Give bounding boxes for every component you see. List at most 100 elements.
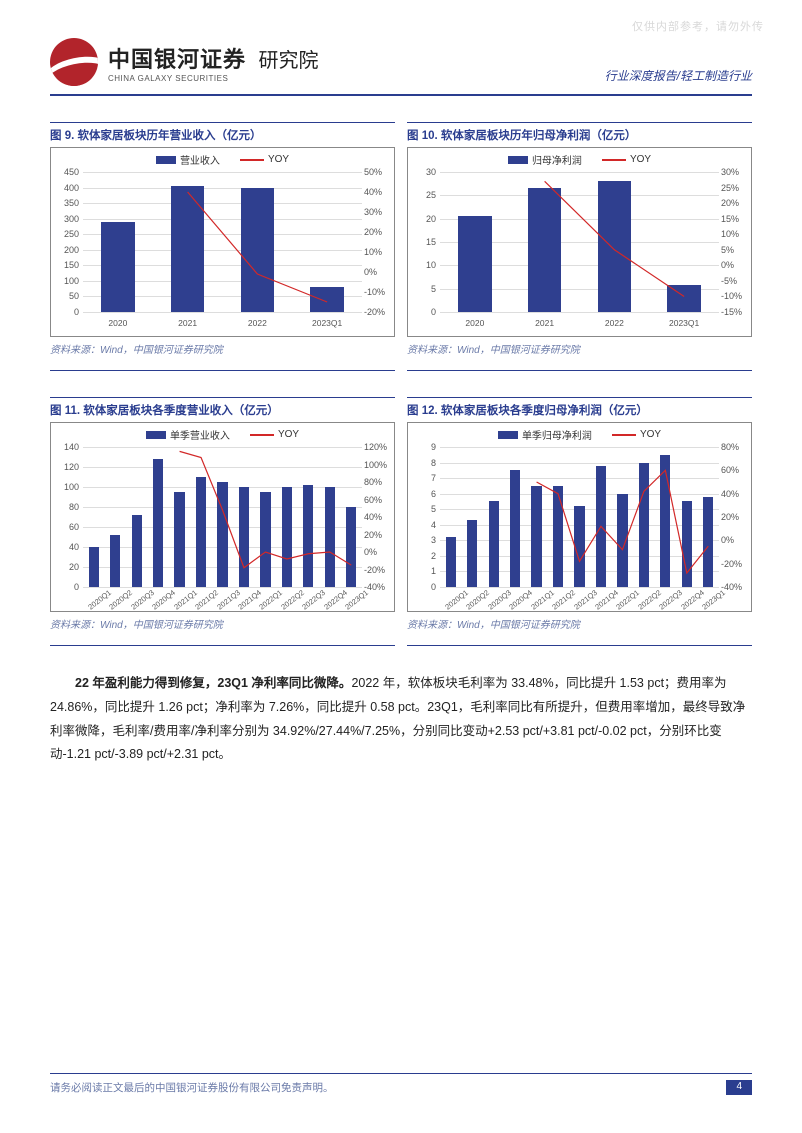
y-left-label: 0 <box>55 582 79 592</box>
y-left-label: 3 <box>412 535 436 545</box>
y-left-label: 7 <box>412 473 436 483</box>
y-right-label: 5% <box>721 245 751 255</box>
y-left-label: 450 <box>55 167 79 177</box>
breadcrumb: 行业深度报告/轻工制造行业 <box>605 67 752 84</box>
y-left-label: 100 <box>55 482 79 492</box>
chart-box: 单季营业收入YOY020406080100120140-40%-20%0%20%… <box>50 422 395 612</box>
y-left-label: 9 <box>412 442 436 452</box>
page-header: 中国银河证券 研究院 CHINA GALAXY SECURITIES 行业深度报… <box>0 0 802 94</box>
y-right-label: -15% <box>721 307 751 317</box>
chart-source: 资料来源：Wind，中国银河证券研究院 <box>50 612 395 646</box>
chart-row-2: 图 11. 软体家居板块各季度营业收入（亿元）单季营业收入YOY02040608… <box>50 397 752 668</box>
y-left-label: 250 <box>55 229 79 239</box>
x-label: 2021 <box>535 318 554 328</box>
y-left-label: 15 <box>412 237 436 247</box>
legend-bar: 归母净利润 <box>508 152 582 167</box>
y-left-label: 1 <box>412 566 436 576</box>
y-right-label: 20% <box>364 530 394 540</box>
y-left-label: 2 <box>412 551 436 561</box>
x-label: 2022 <box>605 318 624 328</box>
chart-box: 营业收入 YOY 050100150200250300350400450-20%-1… <box>50 147 395 337</box>
y-left-label: 120 <box>55 462 79 472</box>
y-right-label: 10% <box>721 229 751 239</box>
y-right-label: -40% <box>721 582 751 592</box>
y-left-label: 150 <box>55 260 79 270</box>
y-left-label: 0 <box>412 582 436 592</box>
chart-title: 图 12. 软体家居板块各季度归母净利润（亿元） <box>407 397 752 418</box>
y-right-label: 10% <box>364 247 394 257</box>
legend-bar: 单季归母净利润 <box>498 427 592 442</box>
y-right-label: 40% <box>721 489 751 499</box>
x-label: 2022Q1 <box>615 588 642 612</box>
y-right-label: 0% <box>364 547 394 557</box>
x-label: 2020Q3 <box>486 588 513 612</box>
chart-legend: 营业收入 YOY <box>51 148 394 167</box>
chart-9-cell: 图 9. 软体家居板块历年营业收入（亿元） 营业收入 YOY 050100150200… <box>50 122 395 393</box>
page-number: 4 <box>726 1080 752 1095</box>
x-label: 2021Q1 <box>529 588 556 612</box>
y-right-label: -5% <box>721 276 751 286</box>
institute-label: 研究院 <box>258 50 318 72</box>
y-left-label: 80 <box>55 502 79 512</box>
x-label: 2022Q1 <box>258 588 285 612</box>
x-label: 2021Q4 <box>236 588 263 612</box>
chart-title: 图 9. 软体家居板块历年营业收入（亿元） <box>50 122 395 143</box>
y-right-label: -20% <box>721 559 751 569</box>
chart-legend: 单季归母净利润YOY <box>408 423 751 442</box>
chart-source: 资料来源：Wind，中国银河证券研究院 <box>50 337 395 371</box>
x-label: 2021 <box>178 318 197 328</box>
company-name-cn: 中国银河证券 <box>108 47 246 72</box>
x-label: 2020Q4 <box>150 588 177 612</box>
chart-box: 归母净利润YOY051015202530-15%-10%-5%0%5%10%15… <box>407 147 752 337</box>
x-label: 2020Q4 <box>507 588 534 612</box>
x-label: 2020Q1 <box>86 588 113 612</box>
chart-source: 资料来源：Wind，中国银河证券研究院 <box>407 612 752 646</box>
chart-title: 图 11. 软体家居板块各季度营业收入（亿元） <box>50 397 395 418</box>
y-right-label: 20% <box>721 198 751 208</box>
chart-10-cell: 图 10. 软体家居板块历年归母净利润（亿元）归母净利润YOY051015202… <box>407 122 752 393</box>
y-left-label: 300 <box>55 214 79 224</box>
y-right-label: 0% <box>721 260 751 270</box>
x-label: 2021Q3 <box>572 588 599 612</box>
legend-bar: 营业收入 <box>156 152 220 167</box>
y-right-label: 80% <box>364 477 394 487</box>
x-label: 2020Q2 <box>464 588 491 612</box>
logo-block: 中国银河证券 研究院 CHINA GALAXY SECURITIES <box>50 38 318 86</box>
page-footer: 请务必阅读正文最后的中国银河证券股份有限公司免责声明。 4 <box>50 1073 752 1095</box>
y-left-label: 5 <box>412 284 436 294</box>
chart-11-cell: 图 11. 软体家居板块各季度营业收入（亿元）单季营业收入YOY02040608… <box>50 397 395 668</box>
x-label: 2022Q4 <box>322 588 349 612</box>
watermark-text: 仅供内部参考，请勿外传 <box>632 18 764 34</box>
y-right-label: 25% <box>721 183 751 193</box>
y-right-label: -10% <box>364 287 394 297</box>
x-label: 2020 <box>465 318 484 328</box>
y-right-label: -20% <box>364 565 394 575</box>
y-left-label: 350 <box>55 198 79 208</box>
chart-axes: 050100150200250300350400450-20%-10%0%10%… <box>83 172 362 312</box>
y-left-label: 100 <box>55 276 79 286</box>
x-label: 2021Q2 <box>550 588 577 612</box>
x-label: 2020 <box>108 318 127 328</box>
galaxy-logo-icon <box>50 38 98 86</box>
x-label: 2021Q2 <box>193 588 220 612</box>
x-label: 2022 <box>248 318 267 328</box>
y-left-label: 200 <box>55 245 79 255</box>
y-right-label: 20% <box>364 227 394 237</box>
y-right-label: 30% <box>364 207 394 217</box>
y-right-label: 40% <box>364 187 394 197</box>
x-label: 2021Q1 <box>172 588 199 612</box>
y-left-label: 4 <box>412 520 436 530</box>
y-left-label: 10 <box>412 260 436 270</box>
y-left-label: 40 <box>55 542 79 552</box>
x-label: 2023Q1 <box>701 588 728 612</box>
y-right-label: 120% <box>364 442 394 452</box>
x-label: 2020Q3 <box>129 588 156 612</box>
x-label: 2021Q4 <box>593 588 620 612</box>
y-right-label: -40% <box>364 582 394 592</box>
y-left-label: 5 <box>412 504 436 514</box>
y-left-label: 30 <box>412 167 436 177</box>
legend-line: YOY <box>240 152 289 167</box>
trend-line <box>440 172 719 312</box>
chart-legend: 归母净利润YOY <box>408 148 751 167</box>
y-right-label: 30% <box>721 167 751 177</box>
